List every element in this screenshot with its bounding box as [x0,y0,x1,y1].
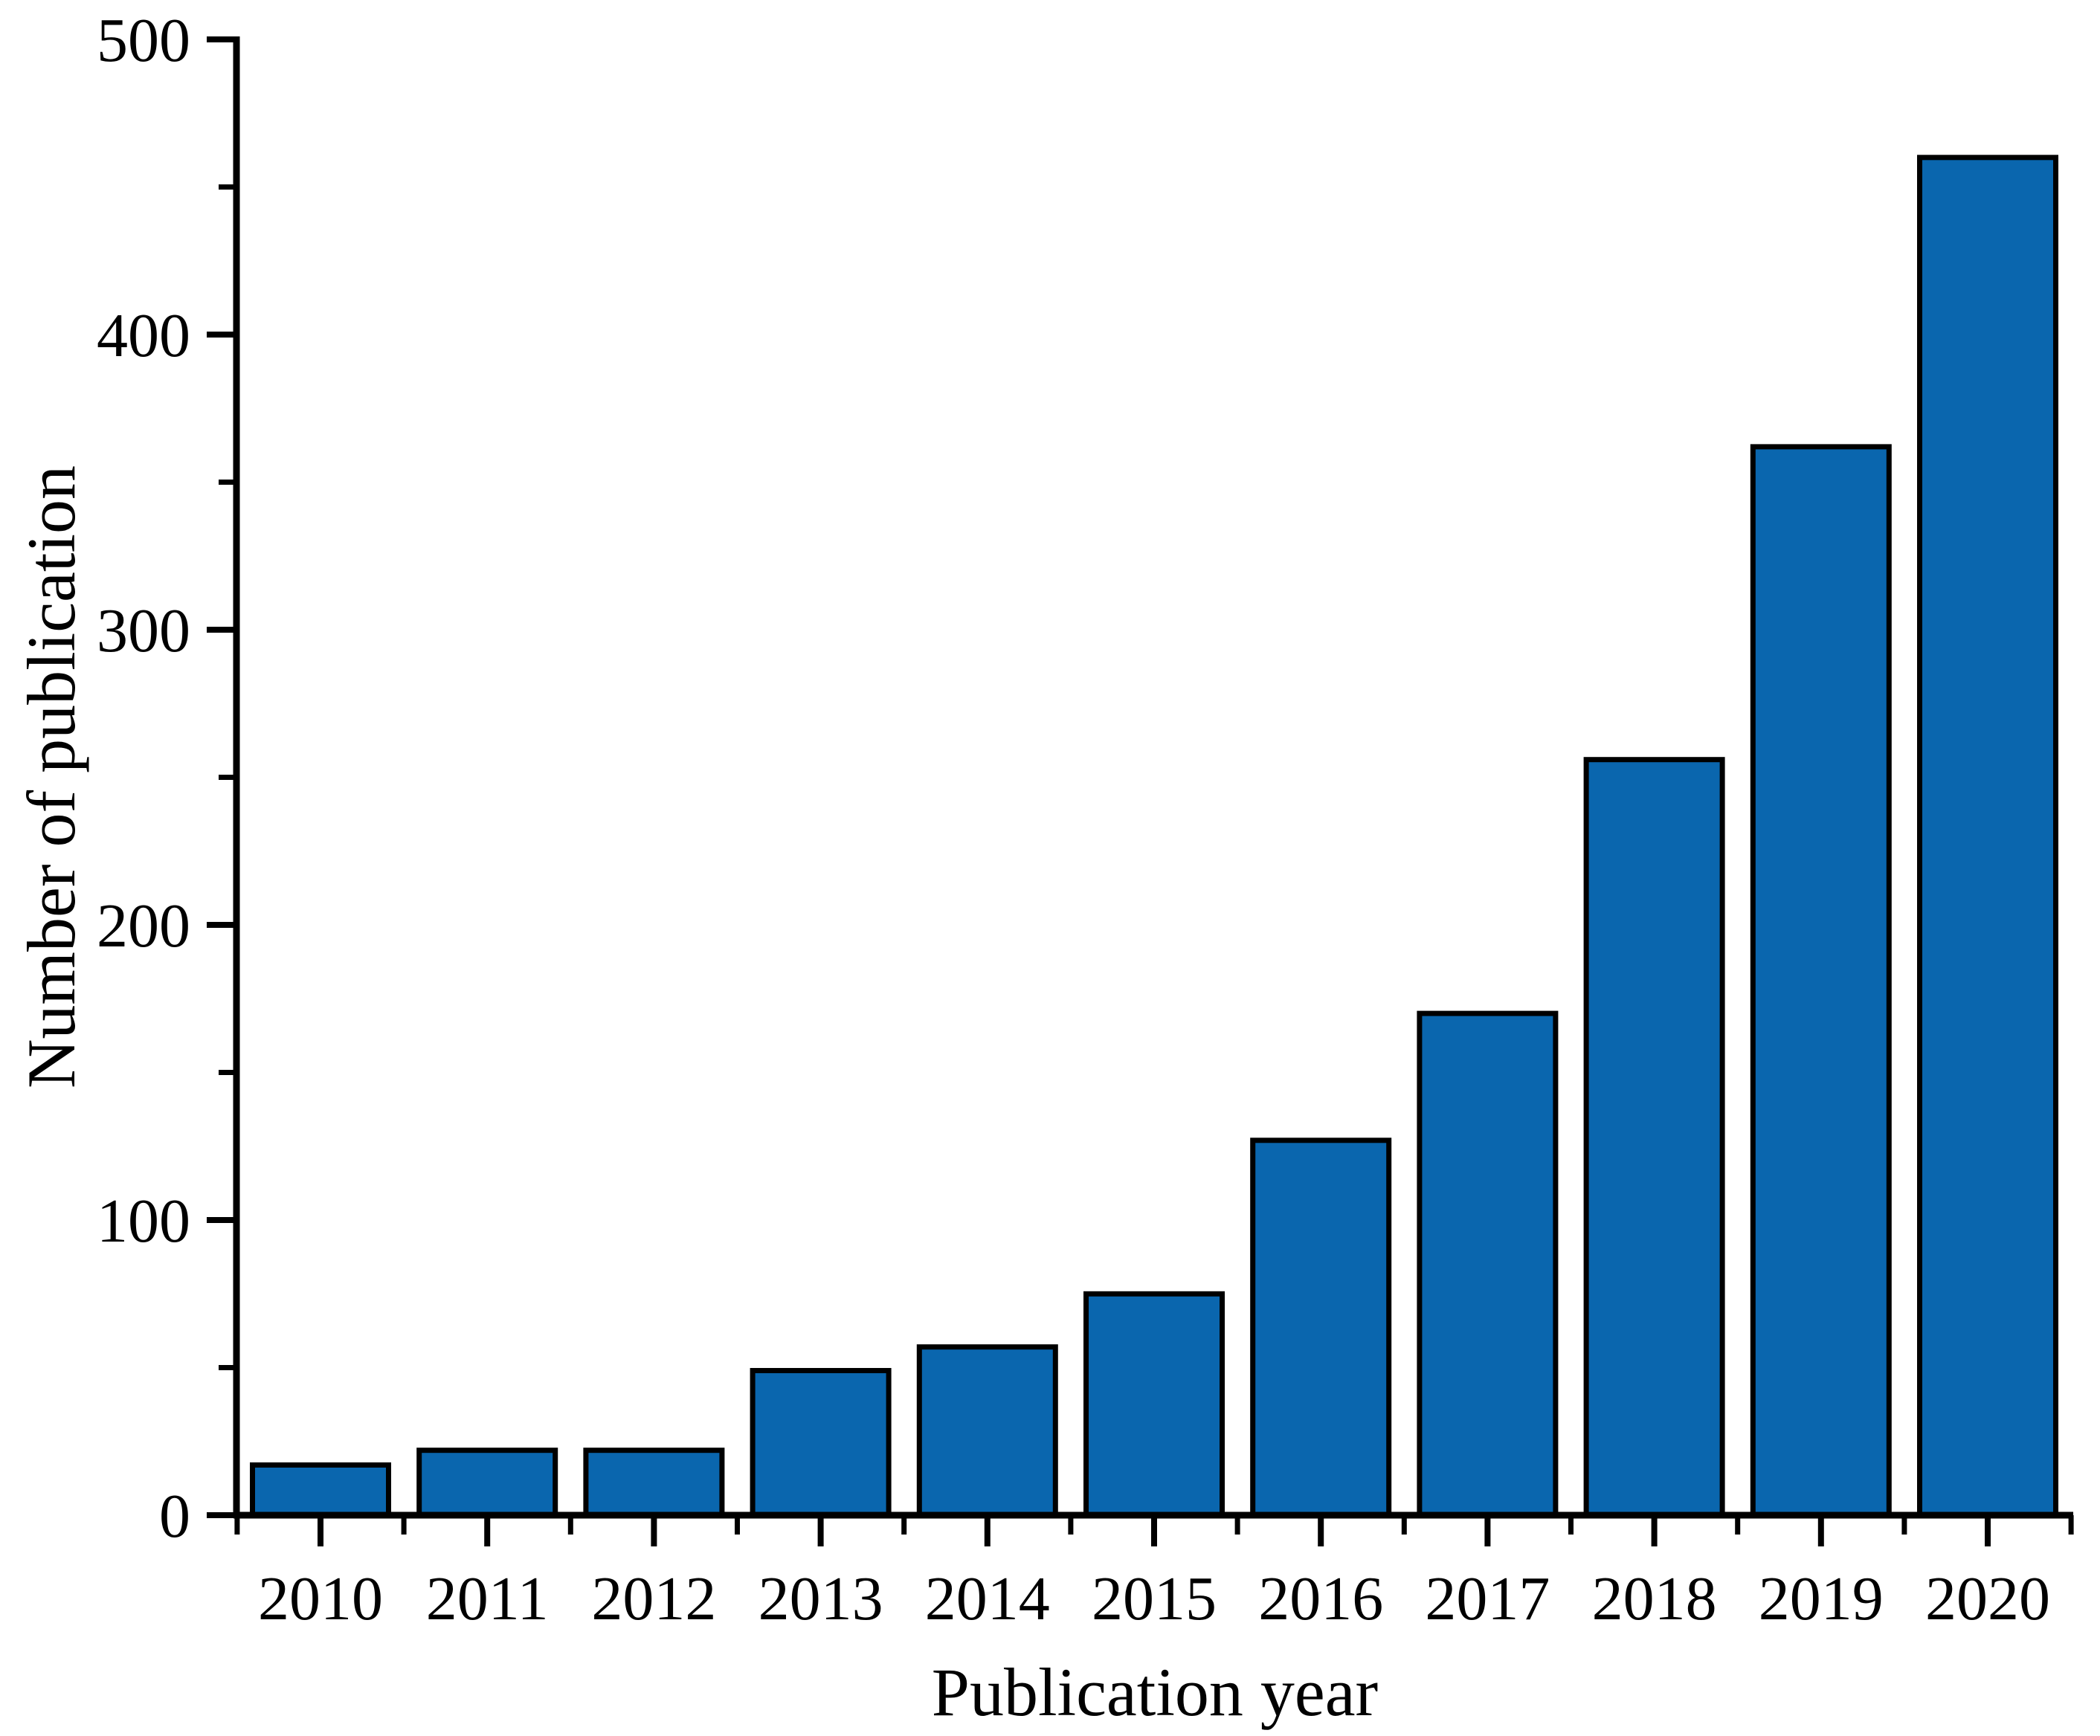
x-tick-label-2017: 2017 [1425,1564,1550,1633]
x-axis-title: Publication year [932,1654,1378,1730]
x-tick-label-2011: 2011 [426,1564,549,1633]
y-axis-title: Number of publication [13,465,89,1088]
y-tick-labels-group: 0 100 200 300 400 500 [97,6,190,1551]
y-tick-label-400: 400 [97,301,190,370]
bar-2011 [416,1448,558,1518]
x-tick-label-2010: 2010 [258,1564,383,1633]
x-tick-label-2012: 2012 [591,1564,716,1633]
y-tick-label-0: 0 [159,1482,190,1551]
y-tick-label-300: 300 [97,596,190,665]
bar-2017 [1417,1010,1559,1518]
x-tick-label-2020: 2020 [1925,1564,2050,1633]
bar-2016 [1250,1138,1392,1518]
x-tick-label-2015: 2015 [1092,1564,1217,1633]
bar-2018 [1583,757,1725,1518]
y-tick-label-200: 200 [97,891,190,961]
bar-2019 [1750,444,1892,1518]
bar-2014 [916,1344,1058,1518]
x-tick-label-2019: 2019 [1759,1564,1884,1633]
x-tick-label-2018: 2018 [1592,1564,1717,1633]
bar-2012 [583,1448,725,1518]
x-tick-label-2016: 2016 [1258,1564,1383,1633]
bar-2013 [750,1368,892,1518]
x-tick-label-2013: 2013 [758,1564,883,1633]
y-tick-label-100: 100 [97,1187,190,1256]
bars-group [250,155,2058,1518]
bar-2015 [1083,1291,1225,1518]
bar-2020 [1917,155,2058,1518]
y-tick-label-500: 500 [97,6,190,75]
axes-group [207,36,2074,1546]
bar-2010 [250,1462,391,1518]
x-tick-label-2014: 2014 [925,1564,1050,1633]
x-tick-labels-group: 2010 2011 2012 2013 2014 2015 2016 2017 2018 2019… [258,1564,2050,1633]
